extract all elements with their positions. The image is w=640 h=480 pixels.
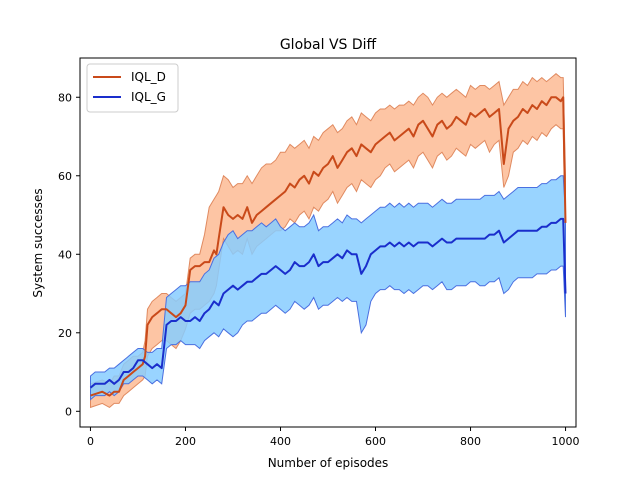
y-tick-label: 20 [58, 327, 72, 340]
line-iql-g [89, 217, 567, 389]
chart-title: Global VS Diff [280, 37, 377, 53]
y-axis-ticks: 0 20 40 60 80 [58, 91, 80, 418]
confidence-bands [90, 73, 566, 409]
legend-label-iql-d: IQL_D [131, 70, 166, 84]
y-tick-label: 40 [58, 248, 72, 261]
y-tick-label: 0 [65, 405, 72, 418]
x-tick-label: 600 [365, 435, 386, 448]
y-tick-label: 60 [58, 170, 72, 183]
line-iql-d [90, 96, 567, 397]
x-axis-ticks: 0 200 400 600 800 1000 [87, 427, 580, 448]
series-lines [89, 96, 567, 397]
plot-frame [79, 57, 577, 428]
y-tick-label: 80 [58, 91, 72, 104]
band-iql-g [90, 175, 566, 401]
y-axis-label: System successes [31, 188, 45, 297]
x-tick-label: 0 [87, 435, 94, 448]
x-tick-label: 800 [460, 435, 481, 448]
x-tick-label: 1000 [552, 435, 580, 448]
x-axis-label: Number of episodes [268, 456, 389, 470]
legend: IQL_D IQL_G [86, 63, 179, 113]
x-tick-label: 200 [175, 435, 196, 448]
x-tick-label: 400 [270, 435, 291, 448]
legend-label-iql-g: IQL_G [131, 90, 166, 104]
